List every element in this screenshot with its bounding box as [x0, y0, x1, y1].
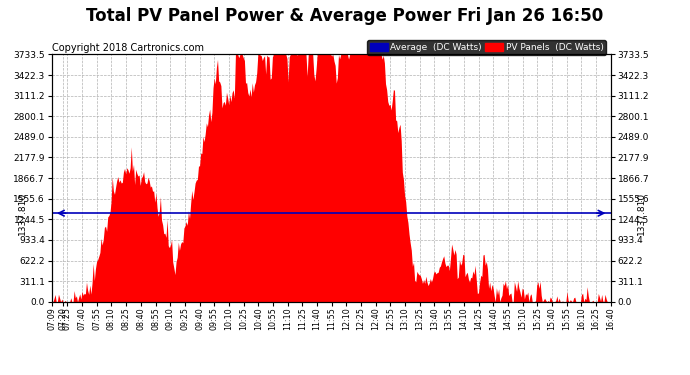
Text: Total PV Panel Power & Average Power Fri Jan 26 16:50: Total PV Panel Power & Average Power Fri…	[86, 7, 604, 25]
Text: 1337.810: 1337.810	[18, 192, 27, 235]
Text: Copyright 2018 Cartronics.com: Copyright 2018 Cartronics.com	[52, 43, 204, 53]
Text: 1337.810: 1337.810	[637, 192, 646, 235]
Legend: Average  (DC Watts), PV Panels  (DC Watts): Average (DC Watts), PV Panels (DC Watts)	[367, 40, 606, 55]
